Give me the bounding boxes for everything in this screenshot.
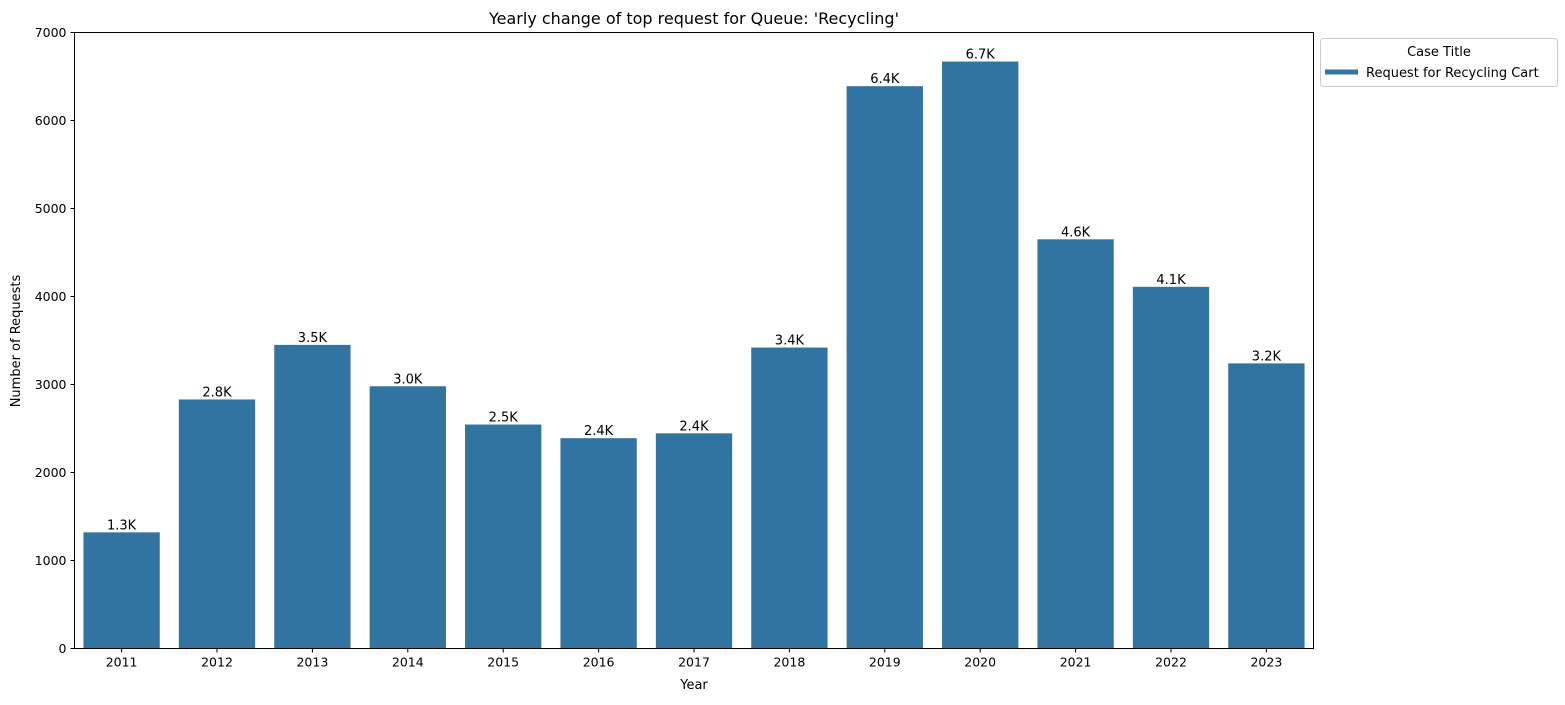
bar-2023 [1228,363,1305,649]
y-axis-label: Number of Requests [9,274,24,407]
y-tick-label-1000: 1000 [35,553,67,568]
data-label-2022: 4.1K [1156,273,1186,288]
bar-2019 [846,86,923,649]
bar-2017 [655,433,733,649]
legend: Case Title Request for Recycling Cart [1320,38,1558,87]
data-label-2018: 3.4K [775,334,805,349]
x-axis-label: Year [679,678,708,693]
data-label-2023: 3.2K [1252,349,1282,364]
y-tick-label-6000: 6000 [35,113,67,128]
bar-2015 [465,424,542,649]
legend-title: Case Title [1407,45,1471,60]
legend-entry-label: Request for Recycling Cart [1366,66,1539,81]
x-tick-label-2014: 2014 [392,655,424,670]
data-label-2011: 1.3K [107,518,137,533]
legend-frame [1320,38,1558,87]
data-label-2016: 2.4K [584,424,614,439]
x-tick-label-2022: 2022 [1155,655,1187,670]
data-label-2015: 2.5K [489,411,519,426]
x-tick-label-2019: 2019 [869,655,901,670]
x-tick-label-2016: 2016 [583,655,615,670]
bar-2021 [1037,239,1114,649]
x-tick-label-2013: 2013 [296,655,328,670]
y-tick-label-7000: 7000 [35,25,67,40]
x-tick-label-2023: 2023 [1250,655,1282,670]
data-label-2020: 6.7K [966,48,996,63]
bar-2016 [560,438,637,649]
y-tick-label-5000: 5000 [35,201,67,216]
bar-2020 [942,61,1019,649]
bar-2022 [1132,286,1210,649]
data-label-2012: 2.8K [202,385,232,400]
bar-2014 [369,386,446,649]
bar-2011 [83,532,160,649]
x-tick-label-2018: 2018 [773,655,805,670]
y-tick-label-3000: 3000 [35,377,67,392]
bar-2018 [751,347,828,649]
chart-title: Yearly change of top request for Queue: … [488,9,899,28]
bar-2012 [178,399,256,649]
x-tick-label-2011: 2011 [106,655,138,670]
data-label-2021: 4.6K [1061,225,1091,240]
y-tick-label-0: 0 [59,641,67,656]
bar-2013 [274,344,351,649]
x-tick-label-2017: 2017 [678,655,710,670]
x-tick-label-2021: 2021 [1060,655,1092,670]
data-label-2013: 3.5K [298,331,328,346]
data-label-2014: 3.0K [393,372,423,387]
x-tick-label-2012: 2012 [201,655,233,670]
data-label-2017: 2.4K [679,419,709,434]
x-tick-label-2015: 2015 [487,655,519,670]
y-tick-label-2000: 2000 [35,465,67,480]
data-label-2019: 6.4K [870,72,900,87]
x-tick-label-2020: 2020 [964,655,996,670]
y-tick-label-4000: 4000 [35,289,67,304]
